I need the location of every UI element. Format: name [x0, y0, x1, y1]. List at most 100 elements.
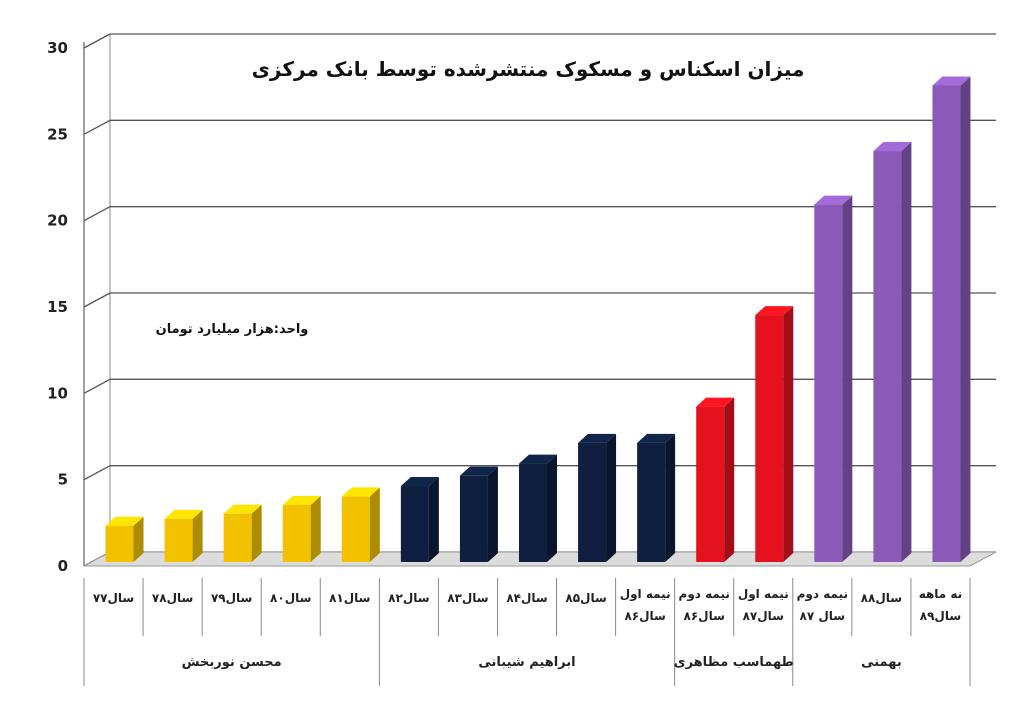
- bar: [459, 466, 498, 562]
- bar-top: [105, 516, 144, 526]
- group-label: طهماسب مظاهری: [674, 655, 794, 670]
- x-tick-label: نیمه اول: [620, 587, 671, 602]
- bar-front: [459, 475, 488, 562]
- bar-side: [901, 142, 912, 562]
- bar-side: [428, 477, 439, 562]
- bar-front: [282, 505, 311, 562]
- x-tick-label: سال۷۸: [152, 591, 193, 605]
- bar-front: [637, 442, 666, 562]
- bar-side: [133, 516, 144, 562]
- group-label: ابراهیم شیبانی: [478, 655, 575, 670]
- bar: [578, 433, 617, 562]
- x-tick-label: سال۸۹: [920, 609, 961, 623]
- x-tick-label: سال۸۵: [565, 591, 606, 605]
- bar-front: [696, 406, 725, 562]
- x-tick-label: سال۸۴: [506, 591, 547, 605]
- bar-front: [223, 513, 252, 562]
- bar-top: [223, 504, 262, 514]
- y-tick-label: 25: [47, 125, 68, 143]
- bar-side: [369, 487, 380, 562]
- bar-front: [400, 486, 429, 562]
- bar-side: [724, 397, 735, 562]
- gridline-diag: [83, 119, 111, 135]
- bar-side: [251, 504, 262, 562]
- bar-side: [487, 466, 498, 562]
- x-tick-label: نیمه اول: [738, 587, 789, 602]
- bar: [341, 487, 380, 562]
- gridline-diag: [83, 465, 111, 481]
- bar-side: [547, 454, 557, 562]
- bar-top: [164, 509, 203, 519]
- y-tick-label: 30: [47, 39, 68, 57]
- x-tick-label: نیمه دوم: [797, 587, 848, 602]
- bar-front: [755, 315, 784, 562]
- y-tick-label: 10: [47, 384, 68, 402]
- bar-front: [105, 525, 134, 562]
- bar-front: [519, 463, 547, 562]
- x-tick-label: سال۷۹: [211, 591, 252, 605]
- bar-top: [578, 433, 617, 443]
- bar-top: [459, 466, 498, 476]
- gridline-diag: [83, 206, 111, 222]
- bar: [400, 477, 439, 562]
- bar-front: [932, 85, 961, 562]
- bar-front: [814, 204, 843, 562]
- gridline-diag: [83, 33, 111, 49]
- bar: [755, 306, 794, 562]
- bar-front: [341, 496, 370, 562]
- x-tick-label: سال۸۶: [684, 609, 725, 623]
- x-tick-label: سال۸۶: [624, 609, 665, 623]
- bar-side: [960, 76, 971, 562]
- bar: [519, 454, 557, 562]
- x-tick-label: سال ۸۷: [800, 609, 846, 623]
- y-tick-label: 5: [58, 471, 68, 489]
- group-label: محسن نوربخش: [182, 655, 282, 670]
- bar-side: [606, 433, 617, 562]
- gridline-diag: [83, 292, 111, 308]
- bars-layer: [105, 76, 971, 562]
- bar-side: [783, 306, 794, 562]
- bar: [873, 142, 912, 562]
- axis-layer: 0 5 10 15 20 25 30 سال۷۷ سال۷۸ سال۷۹ سال۸۰ سال۸۱ سال…: [47, 39, 971, 686]
- bar: [164, 509, 203, 562]
- bar-top: [696, 397, 735, 407]
- x-tick-label: سال۸۲: [388, 591, 429, 605]
- x-tick-label: سال۸۸: [861, 591, 902, 605]
- bar-top: [932, 76, 971, 86]
- bar: [814, 195, 853, 562]
- y-tick-label: 0: [58, 557, 68, 575]
- bar: [932, 76, 971, 562]
- bar-front: [873, 151, 902, 562]
- bar-top: [341, 487, 380, 497]
- x-tick-label: نه ماهه: [919, 587, 963, 601]
- bar-top: [814, 195, 853, 205]
- bar-top: [282, 496, 321, 506]
- x-tick-label: سال۸۳: [447, 591, 488, 605]
- group-label: بهمنی: [861, 655, 902, 670]
- bar-side: [842, 195, 853, 562]
- gridline-diag: [83, 378, 111, 394]
- bar-side: [310, 496, 321, 562]
- y-tick-label: 20: [47, 212, 68, 230]
- bar-top: [519, 454, 557, 464]
- x-tick-label: سال۷۷: [93, 591, 134, 605]
- bar: [696, 397, 735, 562]
- x-tick-label: سال۸۷: [743, 609, 784, 623]
- bar-side: [192, 509, 203, 562]
- chart-title: میزان اسکناس و مسکوک منتشرشده توسط بانک …: [252, 57, 805, 81]
- bar-top: [755, 306, 794, 316]
- bar-front: [578, 442, 607, 562]
- bar-top: [400, 477, 439, 487]
- x-tick-label: سال۸۰: [270, 591, 311, 605]
- bar-top: [637, 433, 676, 443]
- bar-top: [873, 142, 912, 152]
- bar: [105, 516, 144, 562]
- x-tick-label: نیمه دوم: [679, 587, 730, 602]
- bar-side: [665, 433, 676, 562]
- x-tick-label: سال۸۱: [329, 591, 370, 605]
- bar: [637, 433, 676, 562]
- bar-front: [164, 518, 193, 562]
- bar: [223, 504, 262, 562]
